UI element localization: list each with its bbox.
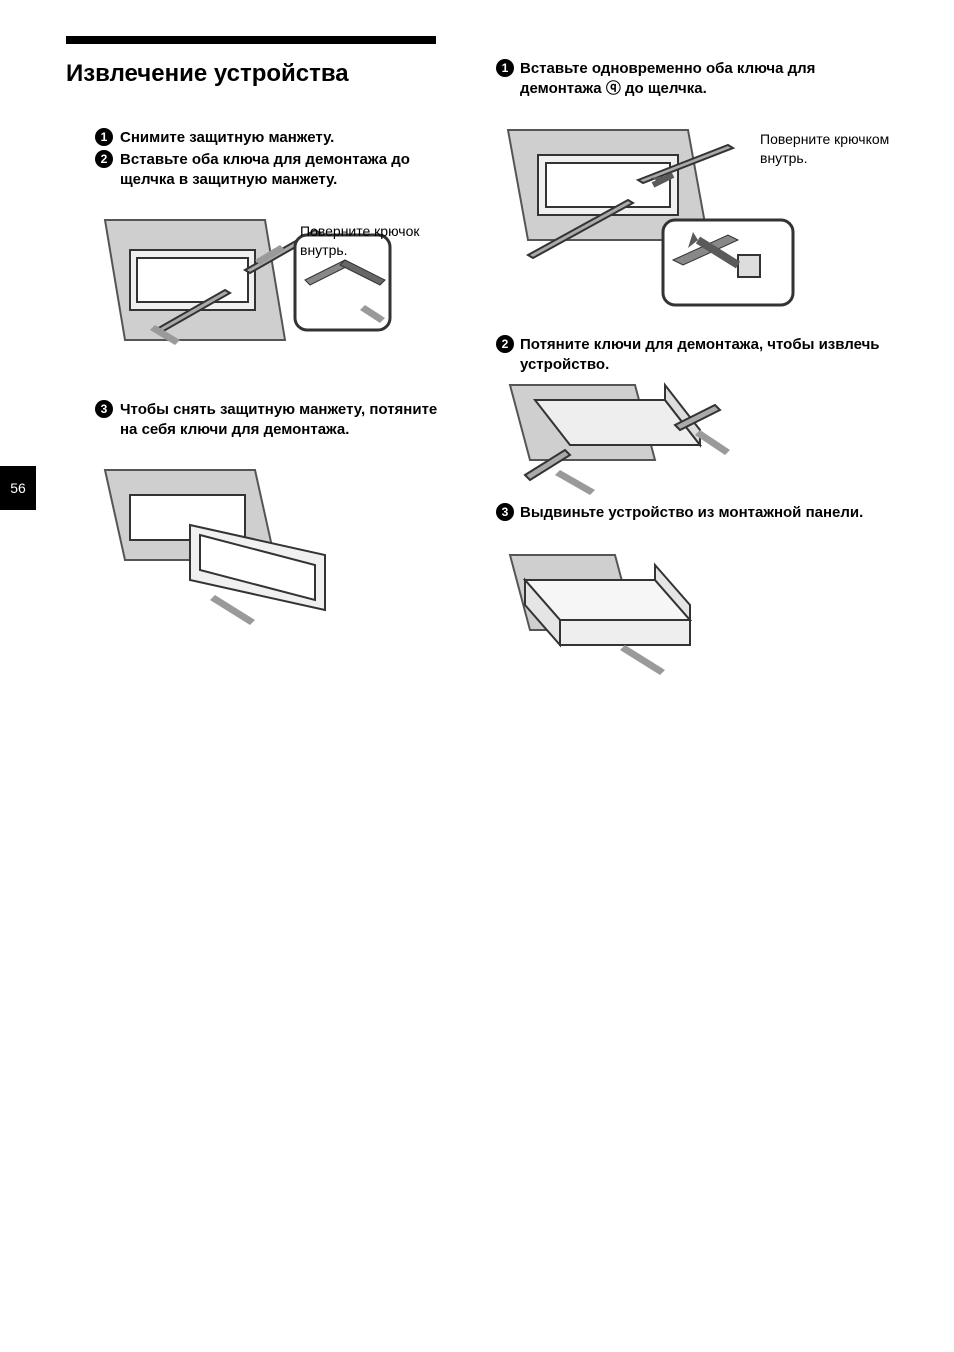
step-3-text: Чтобы снять защитную манжету, потяните н… (120, 400, 450, 441)
illustration-r-step2 (505, 380, 735, 500)
illustration-r-step1 (498, 120, 798, 320)
illustration-r-step3 (505, 550, 705, 680)
step-1-text: Снимите защитную манжету. (120, 128, 450, 148)
step-3-badge: 3 (95, 400, 113, 418)
r-step-1-component: ⓠ (606, 80, 621, 97)
page-title: Извлечение устройства (66, 60, 349, 88)
illustration-r-step1-caption: Поверните крючком внутрь. (760, 130, 890, 168)
r-step-3-badge: 3 (496, 503, 514, 521)
page-number-tab: 56 (0, 466, 36, 510)
r-step-2-text: Потяните ключи для демонтажа, чтобы извл… (520, 335, 880, 376)
r-step-1-badge: 1 (496, 59, 514, 77)
step-2-text: Вставьте оба ключа для демонтажа до щелч… (120, 150, 450, 191)
step-2-badge: 2 (95, 150, 113, 168)
section-divider-bar (66, 36, 436, 44)
r-step-3-text: Выдвиньте устройство из монтажной панели… (520, 503, 880, 523)
r-step-1-text: Вставьте одновременно оба ключа для демо… (520, 59, 880, 100)
step-1-badge: 1 (95, 128, 113, 146)
illustration-step2-caption: Поверните крючок внутрь. (300, 222, 440, 260)
r-step-2-badge: 2 (496, 335, 514, 353)
r-step-1-text-b: до щелчка. (625, 80, 707, 97)
illustration-step3 (95, 460, 355, 640)
